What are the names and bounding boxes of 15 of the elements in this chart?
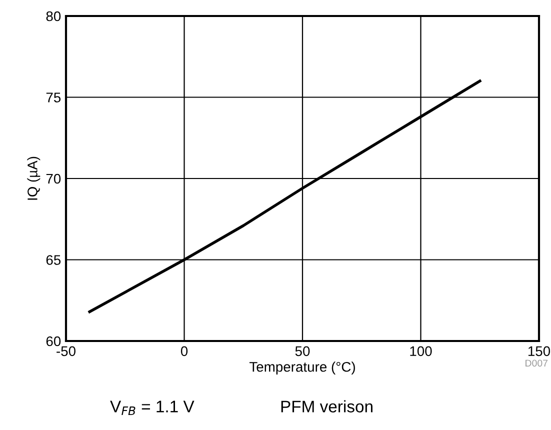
- text: D007: [526, 360, 548, 367]
- x-axis-title: Temperature (°C): [249, 362, 355, 375]
- x-tick-label: 0: [180, 346, 188, 356]
- x-tick-label: 150: [528, 346, 550, 356]
- x-tick-label: 100: [410, 346, 432, 356]
- y-tick-label: 60: [46, 336, 61, 346]
- text: PFM verison: [281, 400, 372, 412]
- x-tick-label: -50: [56, 346, 76, 356]
- y-tick-label: 65: [46, 255, 61, 265]
- x-tick-label: 50: [295, 346, 310, 356]
- y-axis-title: IQ (µA): [27, 156, 40, 200]
- text: V$_{FB}$ = 1.1 V: [110, 400, 194, 416]
- y-tick-label: 80: [46, 11, 61, 22]
- y-tick-label: 70: [46, 174, 61, 184]
- y-tick-label: 75: [46, 92, 61, 102]
